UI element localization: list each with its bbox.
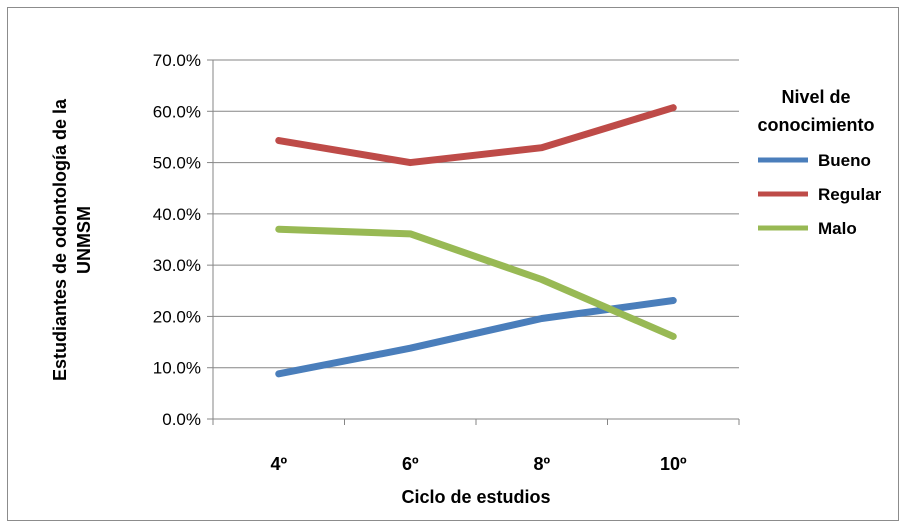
legend-label-malo: Malo (818, 219, 857, 238)
x-axis-title: Ciclo de estudios (401, 487, 550, 507)
y-tick-label: 60.0% (153, 102, 201, 121)
y-tick-label: 70.0% (153, 51, 201, 70)
y-tick-label: 20.0% (153, 307, 201, 326)
series-line-regular (275, 104, 677, 167)
legend-label-regular: Regular (818, 185, 882, 204)
chart-frame (7, 7, 899, 521)
legend: Nivel de conocimiento Bueno Regular Malo (757, 87, 881, 238)
series-lines (275, 104, 677, 378)
legend-title: conocimiento (757, 115, 874, 135)
gridlines (213, 59, 739, 369)
y-tick-label: 30.0% (153, 256, 201, 275)
x-tick-label: 10º (660, 454, 687, 474)
legend-label-bueno: Bueno (818, 151, 871, 170)
x-tick-label: 4º (270, 454, 287, 474)
axes (207, 59, 740, 425)
x-tick-label: 6º (402, 454, 419, 474)
y-tick-label: 0.0% (162, 410, 201, 429)
y-tick-label: 40.0% (153, 205, 201, 224)
y-axis-title: UNMSM (74, 206, 94, 274)
legend-title: Nivel de (781, 87, 850, 107)
y-tick-label: 50.0% (153, 154, 201, 173)
y-tick-label: 10.0% (153, 359, 201, 378)
y-axis-title: Estudiantes de odontología de la (50, 98, 70, 381)
series-line-malo (275, 225, 677, 340)
axis-labels: 0.0% 10.0% 20.0% 30.0% 40.0% 50.0% 60.0% 70.0% 4… (50, 51, 687, 507)
x-tick-label: 8º (533, 454, 550, 474)
